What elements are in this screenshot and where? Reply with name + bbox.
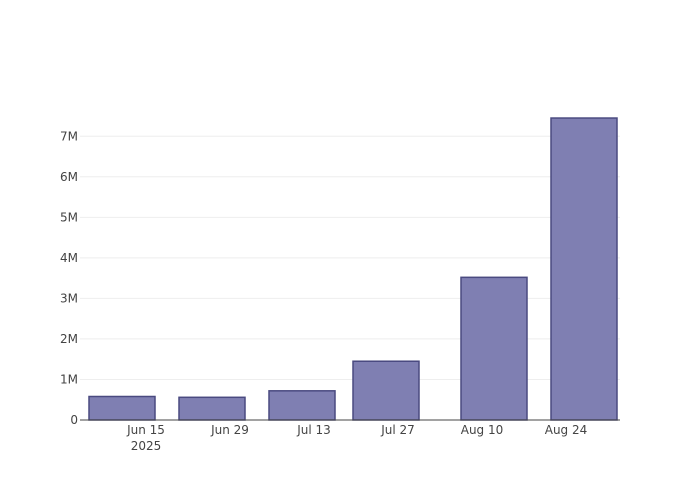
y-axis-ticks: 0 1M 2M 3M 4M 5M 6M 7M bbox=[60, 129, 78, 427]
x-tick-year-label: 2025 bbox=[131, 439, 162, 453]
x-tick-label: Jul 13 bbox=[296, 423, 331, 437]
x-axis-ticks: Jun 15 2025 Jun 29 Jul 13 Jul 27 Aug 10 Aug 24 bbox=[126, 423, 587, 453]
gridlines bbox=[80, 135, 620, 380]
y-tick-label: 7M bbox=[60, 129, 78, 143]
y-tick-label: 5M bbox=[60, 210, 78, 224]
x-tick-label: Jun 29 bbox=[210, 423, 249, 437]
y-tick-label: 0 bbox=[70, 413, 78, 427]
x-tick-label: Aug 24 bbox=[545, 423, 588, 437]
x-tick-label: Jun 15 bbox=[126, 423, 165, 437]
bar bbox=[352, 360, 420, 421]
bars bbox=[88, 117, 618, 421]
y-tick-label: 6M bbox=[60, 170, 78, 184]
bar bbox=[460, 276, 528, 421]
bar bbox=[178, 396, 246, 421]
y-tick-label: 2M bbox=[60, 332, 78, 346]
bar bbox=[550, 117, 618, 421]
bar bbox=[268, 390, 336, 421]
y-tick-label: 1M bbox=[60, 372, 78, 386]
y-tick-label: 4M bbox=[60, 251, 78, 265]
bar bbox=[88, 395, 156, 421]
y-tick-label: 3M bbox=[60, 291, 78, 305]
x-tick-label: Aug 10 bbox=[461, 423, 504, 437]
x-tick-label: Jul 27 bbox=[380, 423, 415, 437]
